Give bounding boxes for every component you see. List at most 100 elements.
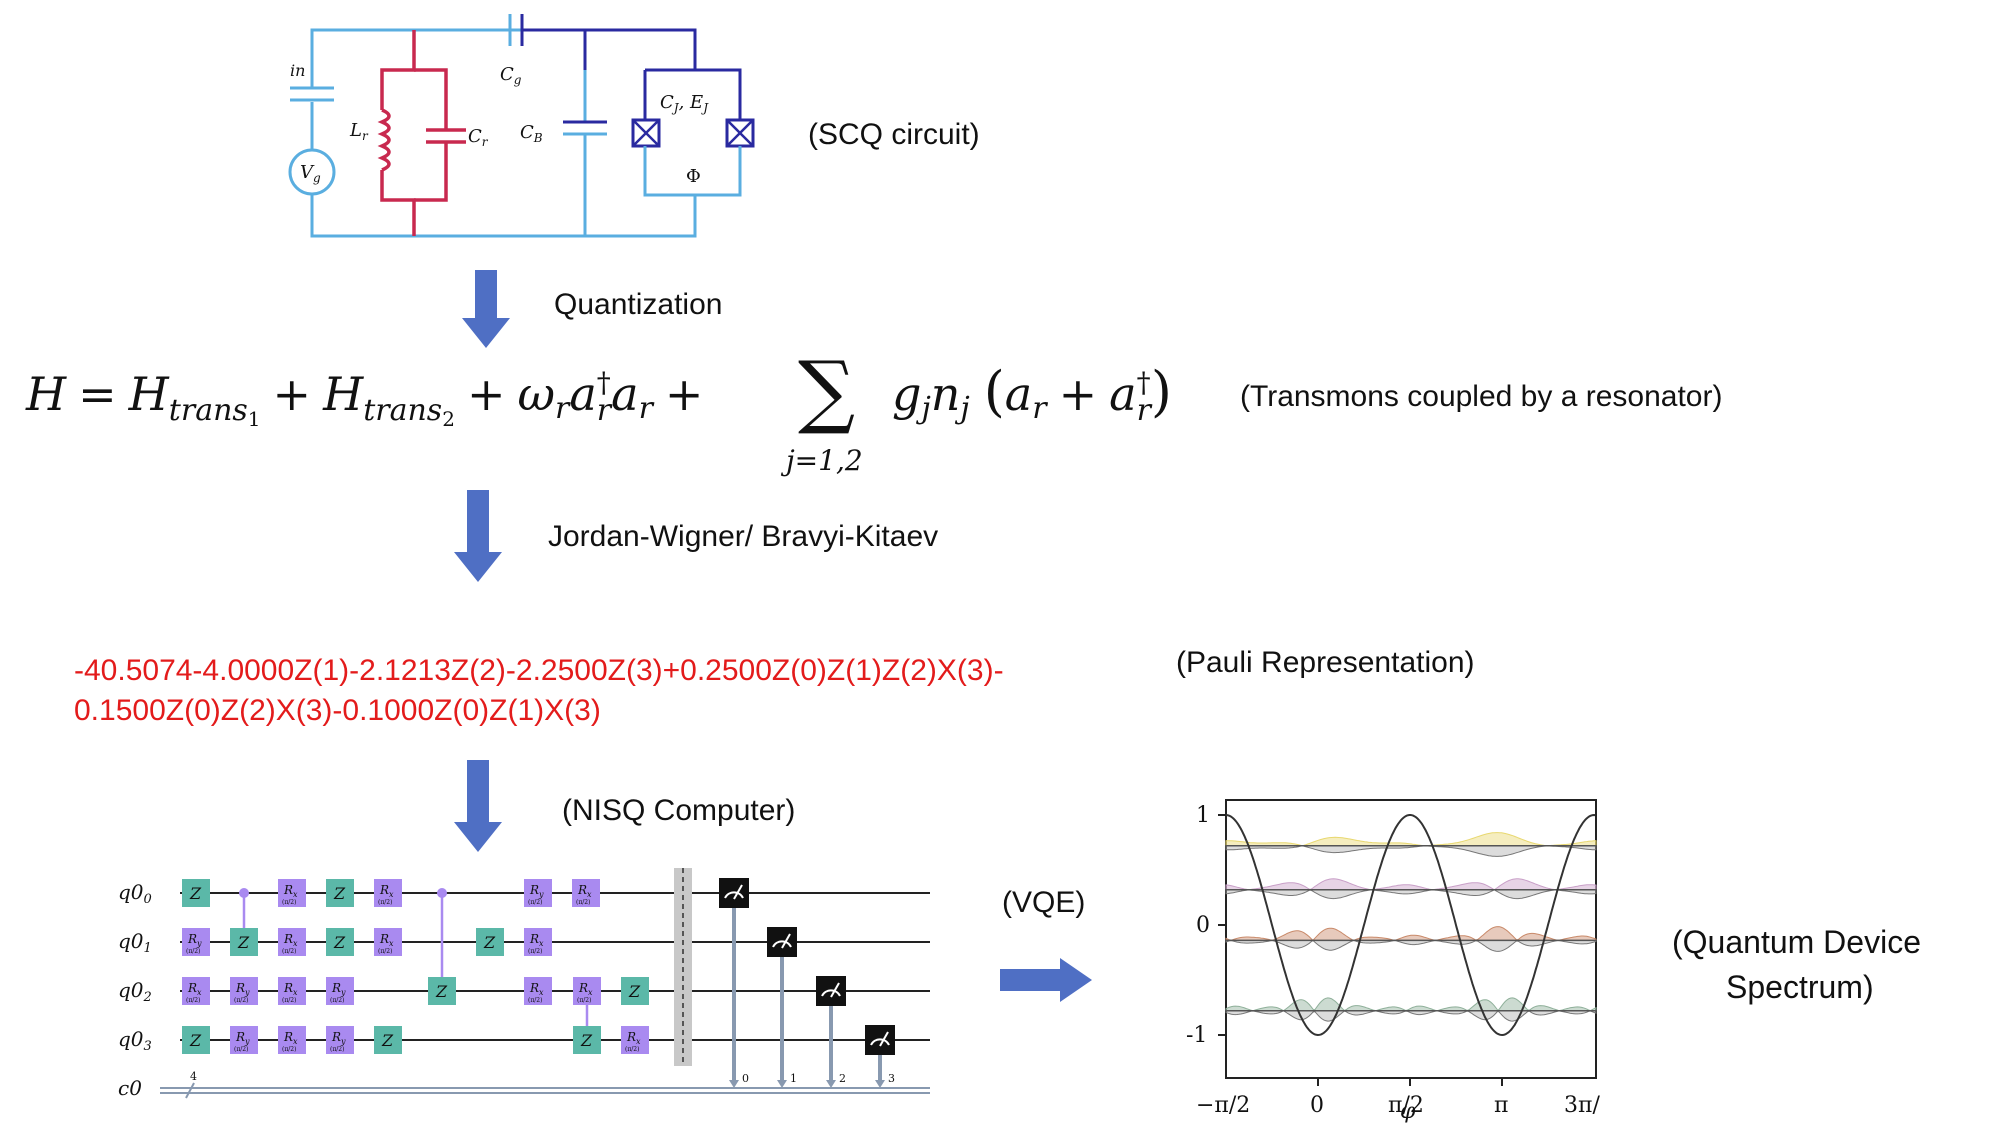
- svg-text:Ry: Ry: [235, 1030, 250, 1046]
- svg-text:Rx: Rx: [577, 883, 592, 899]
- spectrum-label-line-2: Spectrum): [1726, 969, 1874, 1005]
- svg-text:Z: Z: [483, 933, 496, 952]
- rx-gate: Rx(π/2): [524, 977, 552, 1005]
- svg-text:(π/2): (π/2): [528, 997, 542, 1004]
- rx-gate: Rx(π/2): [573, 977, 601, 1005]
- down-arrow-icon: [462, 270, 510, 348]
- classical-wire: [160, 1082, 930, 1099]
- y-tick: 0: [1196, 913, 1210, 938]
- svg-text:(π/2): (π/2): [282, 899, 296, 906]
- rx-gate: Rx(π/2): [278, 879, 306, 907]
- svg-text:Rx: Rx: [529, 932, 544, 948]
- z-gate: Z: [326, 879, 354, 907]
- svg-text:Rx: Rx: [283, 932, 298, 948]
- svg-text:Z: Z: [333, 884, 346, 903]
- dark-wires: [522, 28, 742, 120]
- svg-text:H=Htrans1+Htrans2+ωra†rar+: H = Htrans1 + Htrans2 + ωra† rar +: [25, 366, 703, 431]
- vg-label: Vg: [300, 162, 321, 185]
- qubit-wires: [180, 892, 930, 1041]
- ry-gate: Ry(π/2): [326, 1026, 354, 1054]
- svg-text:(π/2): (π/2): [330, 997, 344, 1004]
- svg-text:Rx: Rx: [283, 981, 298, 997]
- cr-label: Cr: [468, 126, 489, 149]
- svg-text:Ry: Ry: [235, 981, 250, 997]
- svg-text:0: 0: [742, 1072, 749, 1085]
- energy-level: [1225, 926, 1597, 952]
- svg-text:j=1,2: j=1,2: [780, 444, 863, 477]
- svg-text:Z: Z: [628, 982, 641, 1001]
- mapping-label: Jordan-Wigner/ Bravyi-Kitaev: [548, 520, 938, 553]
- down-arrow-icon: [454, 490, 502, 582]
- z-gate: Z: [621, 977, 649, 1005]
- svg-text:3: 3: [888, 1072, 895, 1085]
- svg-text:Z: Z: [580, 1031, 593, 1050]
- z-gate: Z: [476, 928, 504, 956]
- x-tick: −π/2: [1196, 1093, 1250, 1118]
- svg-text:(π/2): (π/2): [234, 997, 248, 1004]
- z-gate: Z: [182, 1026, 210, 1054]
- cin-capacitor: [290, 86, 334, 102]
- svg-text:(π/2): (π/2): [282, 997, 296, 1004]
- svg-text:Rx: Rx: [379, 932, 394, 948]
- x-axis-label: φ: [1400, 1099, 1416, 1124]
- x-tick: π: [1494, 1093, 1508, 1118]
- svg-text:(π/2): (π/2): [282, 948, 296, 955]
- rx-gate: Rx(π/2): [182, 977, 210, 1005]
- svg-text:(π/2): (π/2): [378, 948, 392, 955]
- control-lines: [242, 893, 589, 1040]
- right-arrow-icon: [1000, 958, 1092, 1002]
- svg-text:Ry: Ry: [331, 981, 346, 997]
- pauli-line-2: 0.1500Z(0)Z(2)X(3)-0.1000Z(0)Z(1)X(3): [74, 694, 601, 727]
- measure-gate-icon: 1: [767, 927, 797, 1088]
- spectrum-plot: 1 0 -1 −π/2 0 π/2 π 3π/ φ: [1186, 799, 1600, 1124]
- svg-text:(π/2): (π/2): [528, 948, 542, 955]
- svg-text:(π/2): (π/2): [577, 997, 591, 1004]
- svg-text:Z: Z: [435, 982, 448, 1001]
- svg-text:(π/2): (π/2): [234, 1046, 248, 1053]
- rx-gate: Rx(π/2): [374, 879, 402, 907]
- cb-label: CB: [520, 122, 543, 145]
- svg-text:(π/2): (π/2): [378, 899, 392, 906]
- rx-gate: Rx(π/2): [524, 928, 552, 956]
- ry-gate: Ry(π/2): [524, 879, 552, 907]
- svg-text:gjnj(ar+a†r): gjnj (ar + a† r): [892, 360, 1172, 428]
- svg-text:Ry: Ry: [187, 932, 202, 948]
- potential-curve: [1225, 813, 1596, 1037]
- z-gate: Z: [230, 928, 258, 956]
- vg-source-icon: [288, 148, 336, 196]
- measure-gate-icon: 2: [816, 976, 846, 1088]
- svg-text:1: 1: [790, 1072, 797, 1085]
- x-tick: 3π/: [1564, 1093, 1600, 1118]
- svg-text:(π/2): (π/2): [282, 1046, 296, 1053]
- svg-text:Rx: Rx: [283, 883, 298, 899]
- svg-text:(π/2): (π/2): [330, 1046, 344, 1053]
- svg-text:Rx: Rx: [578, 981, 593, 997]
- svg-text:Z: Z: [189, 1031, 202, 1050]
- nisq-label: (NISQ Computer): [562, 794, 795, 827]
- ry-gate: Ry(π/2): [182, 928, 210, 956]
- quantization-label: Quantization: [554, 288, 722, 321]
- josephson-junction-icon: [725, 118, 755, 156]
- rx-gate: Rx(π/2): [374, 928, 402, 956]
- svg-text:Rx: Rx: [626, 1030, 641, 1046]
- down-arrow-icon: [454, 760, 502, 852]
- cin-label: in: [290, 61, 305, 80]
- phi-label: Φ: [686, 166, 701, 187]
- measurements: 0 1 2 3: [719, 878, 895, 1088]
- cb-capacitor: [563, 120, 607, 136]
- resonator-lc: [377, 30, 466, 236]
- pauli-line-1: -40.5074-4.0000Z(1)-2.1213Z(2)-2.2500Z(3…: [74, 654, 1004, 687]
- z-gate: Z: [182, 879, 210, 907]
- svg-text:(π/2): (π/2): [186, 997, 200, 1004]
- ry-gate: Ry(π/2): [326, 977, 354, 1005]
- svg-text:Z: Z: [189, 884, 202, 903]
- svg-text:4: 4: [190, 1070, 197, 1083]
- qubit-label: q00: [118, 880, 152, 907]
- rx-gate: Rx(π/2): [572, 879, 600, 907]
- x-tick: π/2: [1388, 1093, 1424, 1118]
- svg-text:(π/2): (π/2): [576, 899, 590, 906]
- qubit-label: q02: [118, 978, 152, 1005]
- energy-level: [1225, 997, 1597, 1022]
- spectrum-label-line-1: (Quantum Device: [1672, 924, 1921, 960]
- svg-text:Z: Z: [237, 933, 250, 952]
